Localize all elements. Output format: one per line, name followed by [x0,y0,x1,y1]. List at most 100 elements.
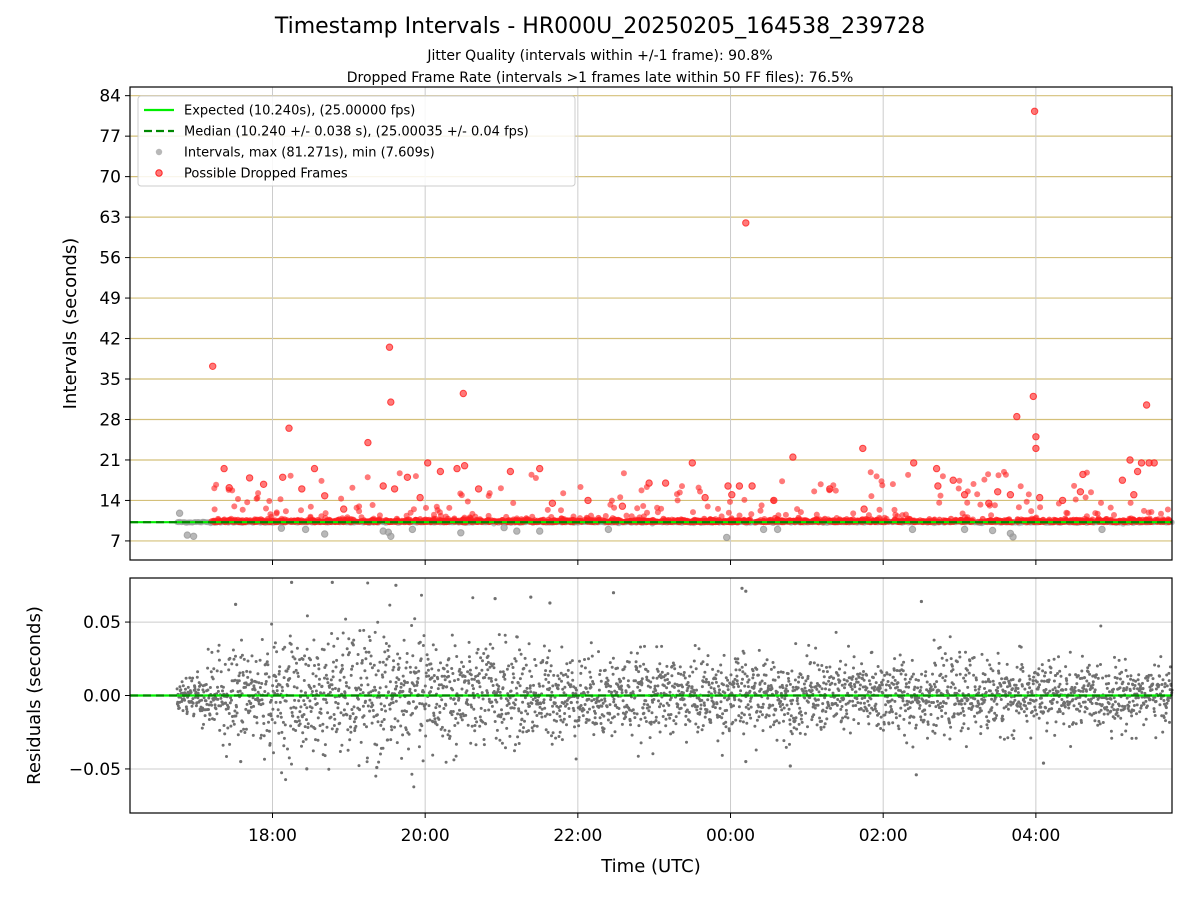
dropped-frame-point [879,482,886,489]
residual-point [388,680,392,684]
residual-point [783,697,787,701]
residual-point [306,696,310,700]
residual-point [637,724,641,728]
residual-point [185,710,189,714]
residual-point [776,670,780,674]
residual-point [497,684,501,688]
residual-point [244,707,248,711]
residual-point [740,681,744,685]
residual-point [605,705,609,709]
residual-point [667,681,671,685]
residual-point [333,687,337,690]
residual-point [234,654,237,658]
residual-point [592,698,596,701]
residual-point [638,689,642,692]
residual-point [536,699,539,702]
dropped-frame-point [220,464,228,473]
residual-point [550,742,554,746]
residual-point [380,708,384,711]
dropped-frame-point [644,509,650,516]
residual-point [560,679,563,683]
dropped-frame-point [748,511,755,518]
dropped-frame-point [436,509,443,516]
residual-point [760,679,764,683]
dropped-frame-point [584,496,592,505]
dropped-frame-point [379,482,387,490]
residual-point [180,680,184,684]
residual-point [407,747,410,751]
residual-point [300,744,303,748]
residual-point [191,676,195,680]
residual-point [566,675,570,679]
residual-point [739,716,743,720]
residual-point [386,738,390,742]
residual-point [213,703,217,707]
residual-point [446,670,450,674]
residual-point [700,728,704,732]
dropped-frame-point [390,485,399,493]
residual-point [387,690,391,694]
residual-point [306,722,310,726]
residual-point [530,701,534,705]
residual-point [435,702,439,706]
residual-point [623,665,627,669]
residual-point [556,683,560,687]
residual-point [493,720,497,723]
y-tick-label: 70 [99,168,121,188]
residual-point [311,672,315,676]
residual-point [482,652,486,655]
residual-point [349,725,353,729]
residual-point [508,734,512,738]
residual-point [324,673,328,677]
residual-point [366,704,370,708]
residual-point [384,685,388,689]
residual-point [405,652,409,655]
residual-point [312,638,316,642]
residual-point [258,658,262,662]
residual-point [697,647,701,651]
residual-point [565,702,569,706]
residual-point [642,702,646,706]
residual-point [729,673,733,677]
residual-point [245,669,249,673]
residual-point [348,738,352,742]
residual-point [329,678,333,682]
residual-point [404,728,408,732]
residual-point [408,665,412,669]
residual-point [709,721,713,724]
residual-point [619,679,623,683]
residual-point [451,688,455,692]
residual-point [236,733,240,737]
dropped-frame-point [245,474,254,482]
residual-point [184,687,187,691]
residual-point [308,699,312,703]
residual-point [555,712,559,716]
residual-point [289,724,293,728]
dropped-frame-point [548,499,557,507]
dropped-frame-point [485,492,492,499]
residual-point [474,743,478,747]
residual-point [490,679,493,683]
residual-point [379,752,382,756]
residual-point [396,719,400,723]
residual-point [302,699,306,703]
residual-point [468,668,472,672]
residual-point [245,702,249,706]
residual-point [459,715,463,719]
residual-point [384,663,388,667]
dropped-frame-point [403,473,412,481]
residual-point [460,718,464,722]
residual-point [727,729,731,733]
residual-point [318,724,322,728]
residual-point [354,715,358,719]
residual-point [346,702,349,706]
residual-point [280,730,284,734]
residual-point [751,673,755,677]
dropped-frame-point [602,513,609,519]
residual-point [192,712,196,716]
residual-point [385,657,389,661]
residual-point [250,654,254,658]
residual-point [210,703,214,707]
interval-point [189,532,198,540]
residual-point [523,719,526,723]
